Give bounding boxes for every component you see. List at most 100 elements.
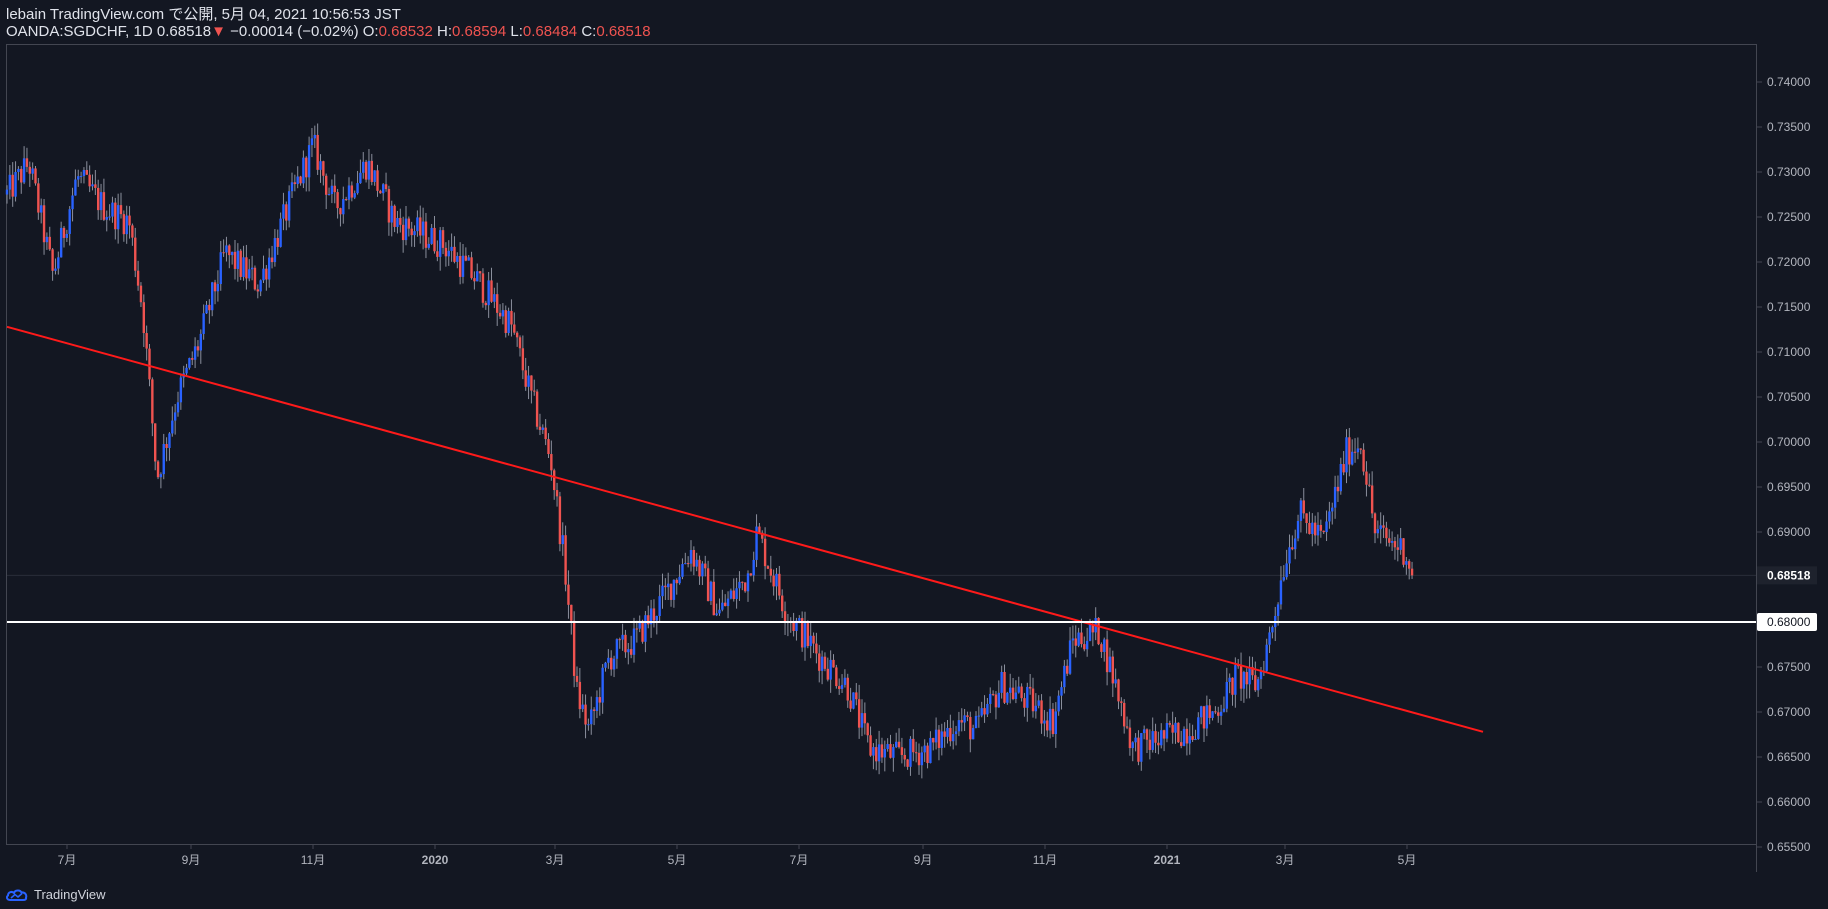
candle-body [1151,731,1154,750]
candle-body [436,251,439,257]
candle-body [481,273,485,303]
candle-body [268,257,271,280]
candle-body [726,598,730,607]
candle-body [1145,729,1149,740]
candle-body [1237,665,1240,667]
candle-body [798,618,801,621]
price-tick-label: 0.72000 [1767,255,1811,269]
candle-body [1348,437,1351,465]
candle-body [299,176,302,184]
candle-body [1271,627,1274,633]
candle-body [88,174,91,187]
candle-body [85,170,88,175]
candle-body [1402,538,1405,565]
candle-body [40,205,43,213]
price-tick-label: 0.72500 [1767,210,1811,224]
candle-body [1074,638,1077,646]
candle-body [946,727,949,737]
candle-body [94,184,97,188]
candle-body [675,579,678,584]
candle-body [1285,563,1288,578]
candle-body [316,134,319,170]
candle-body [62,227,66,238]
candle-body [364,161,368,180]
down-arrow-icon: ▼ [211,23,226,40]
candle-body [521,348,525,371]
candle-body [855,692,858,700]
candle-body [838,686,841,689]
last-price-label: 0.68518 [1767,568,1811,582]
candle-body [1333,486,1337,508]
price-tick-label: 0.67000 [1767,705,1811,719]
candle-body [450,246,453,251]
candle-body [857,699,861,728]
candle-body [624,634,627,653]
time-tick-label: 2021 [1154,853,1181,867]
candle-body [1396,547,1399,550]
candle-body [1020,686,1023,699]
candle-body [54,268,57,271]
candle-body [65,233,69,238]
candle-body [530,375,533,391]
candle-body [644,615,647,642]
candle-body [159,474,163,478]
candle-body [706,568,710,601]
candle-body [695,559,698,567]
candle-body [900,747,904,755]
candle-body [518,337,522,349]
candle-body [453,246,456,262]
candle-body [1294,538,1297,550]
candle-body [943,731,946,737]
candle-body [1048,708,1052,731]
candle-body [769,568,772,576]
candle-body [59,227,63,258]
candle-body [1034,705,1038,712]
candle-body [5,189,9,195]
candle-body [1160,730,1163,746]
candle-body [325,175,328,195]
candle-body [1105,639,1109,673]
candle-body [173,412,177,421]
candle-body [245,257,248,279]
candle-body [313,134,316,139]
candle-body [607,657,610,663]
candle-body [1011,687,1015,699]
candle-body [792,621,795,631]
candle-body [1222,708,1226,712]
high-label: H: [437,23,452,40]
candle-body [954,731,958,735]
trend-line[interactable] [6,325,1484,733]
low-label: L: [510,23,523,40]
candle-body [949,727,952,742]
candle-body [439,230,442,257]
candle-body [1268,632,1271,645]
tradingview-logo[interactable]: TradingView [6,887,106,902]
candle-body [1390,541,1394,543]
candle-body [239,250,242,277]
price-tick-label: 0.65500 [1767,840,1811,854]
time-tick-label: 5月 [1398,853,1417,867]
candle-body [396,217,399,227]
candle-body [547,439,550,455]
candle-body [1134,737,1137,743]
candle-body [441,230,445,248]
candle-body [384,184,388,190]
candle-body [216,284,220,292]
candle-body [1128,727,1132,749]
candle-body [1399,538,1402,550]
candle-body [1308,522,1311,534]
candle-body [279,218,282,247]
candle-body [994,694,998,708]
candle-body [507,310,510,333]
candle-body [892,747,895,758]
candle-body [342,199,345,215]
candle-body [832,659,835,668]
candle-body [738,581,741,589]
candle-body [1085,640,1089,650]
candle-body [1373,513,1377,534]
candle-body [1359,448,1362,450]
candle-body [649,608,653,625]
candle-body [604,662,607,668]
candle-body [242,257,245,277]
